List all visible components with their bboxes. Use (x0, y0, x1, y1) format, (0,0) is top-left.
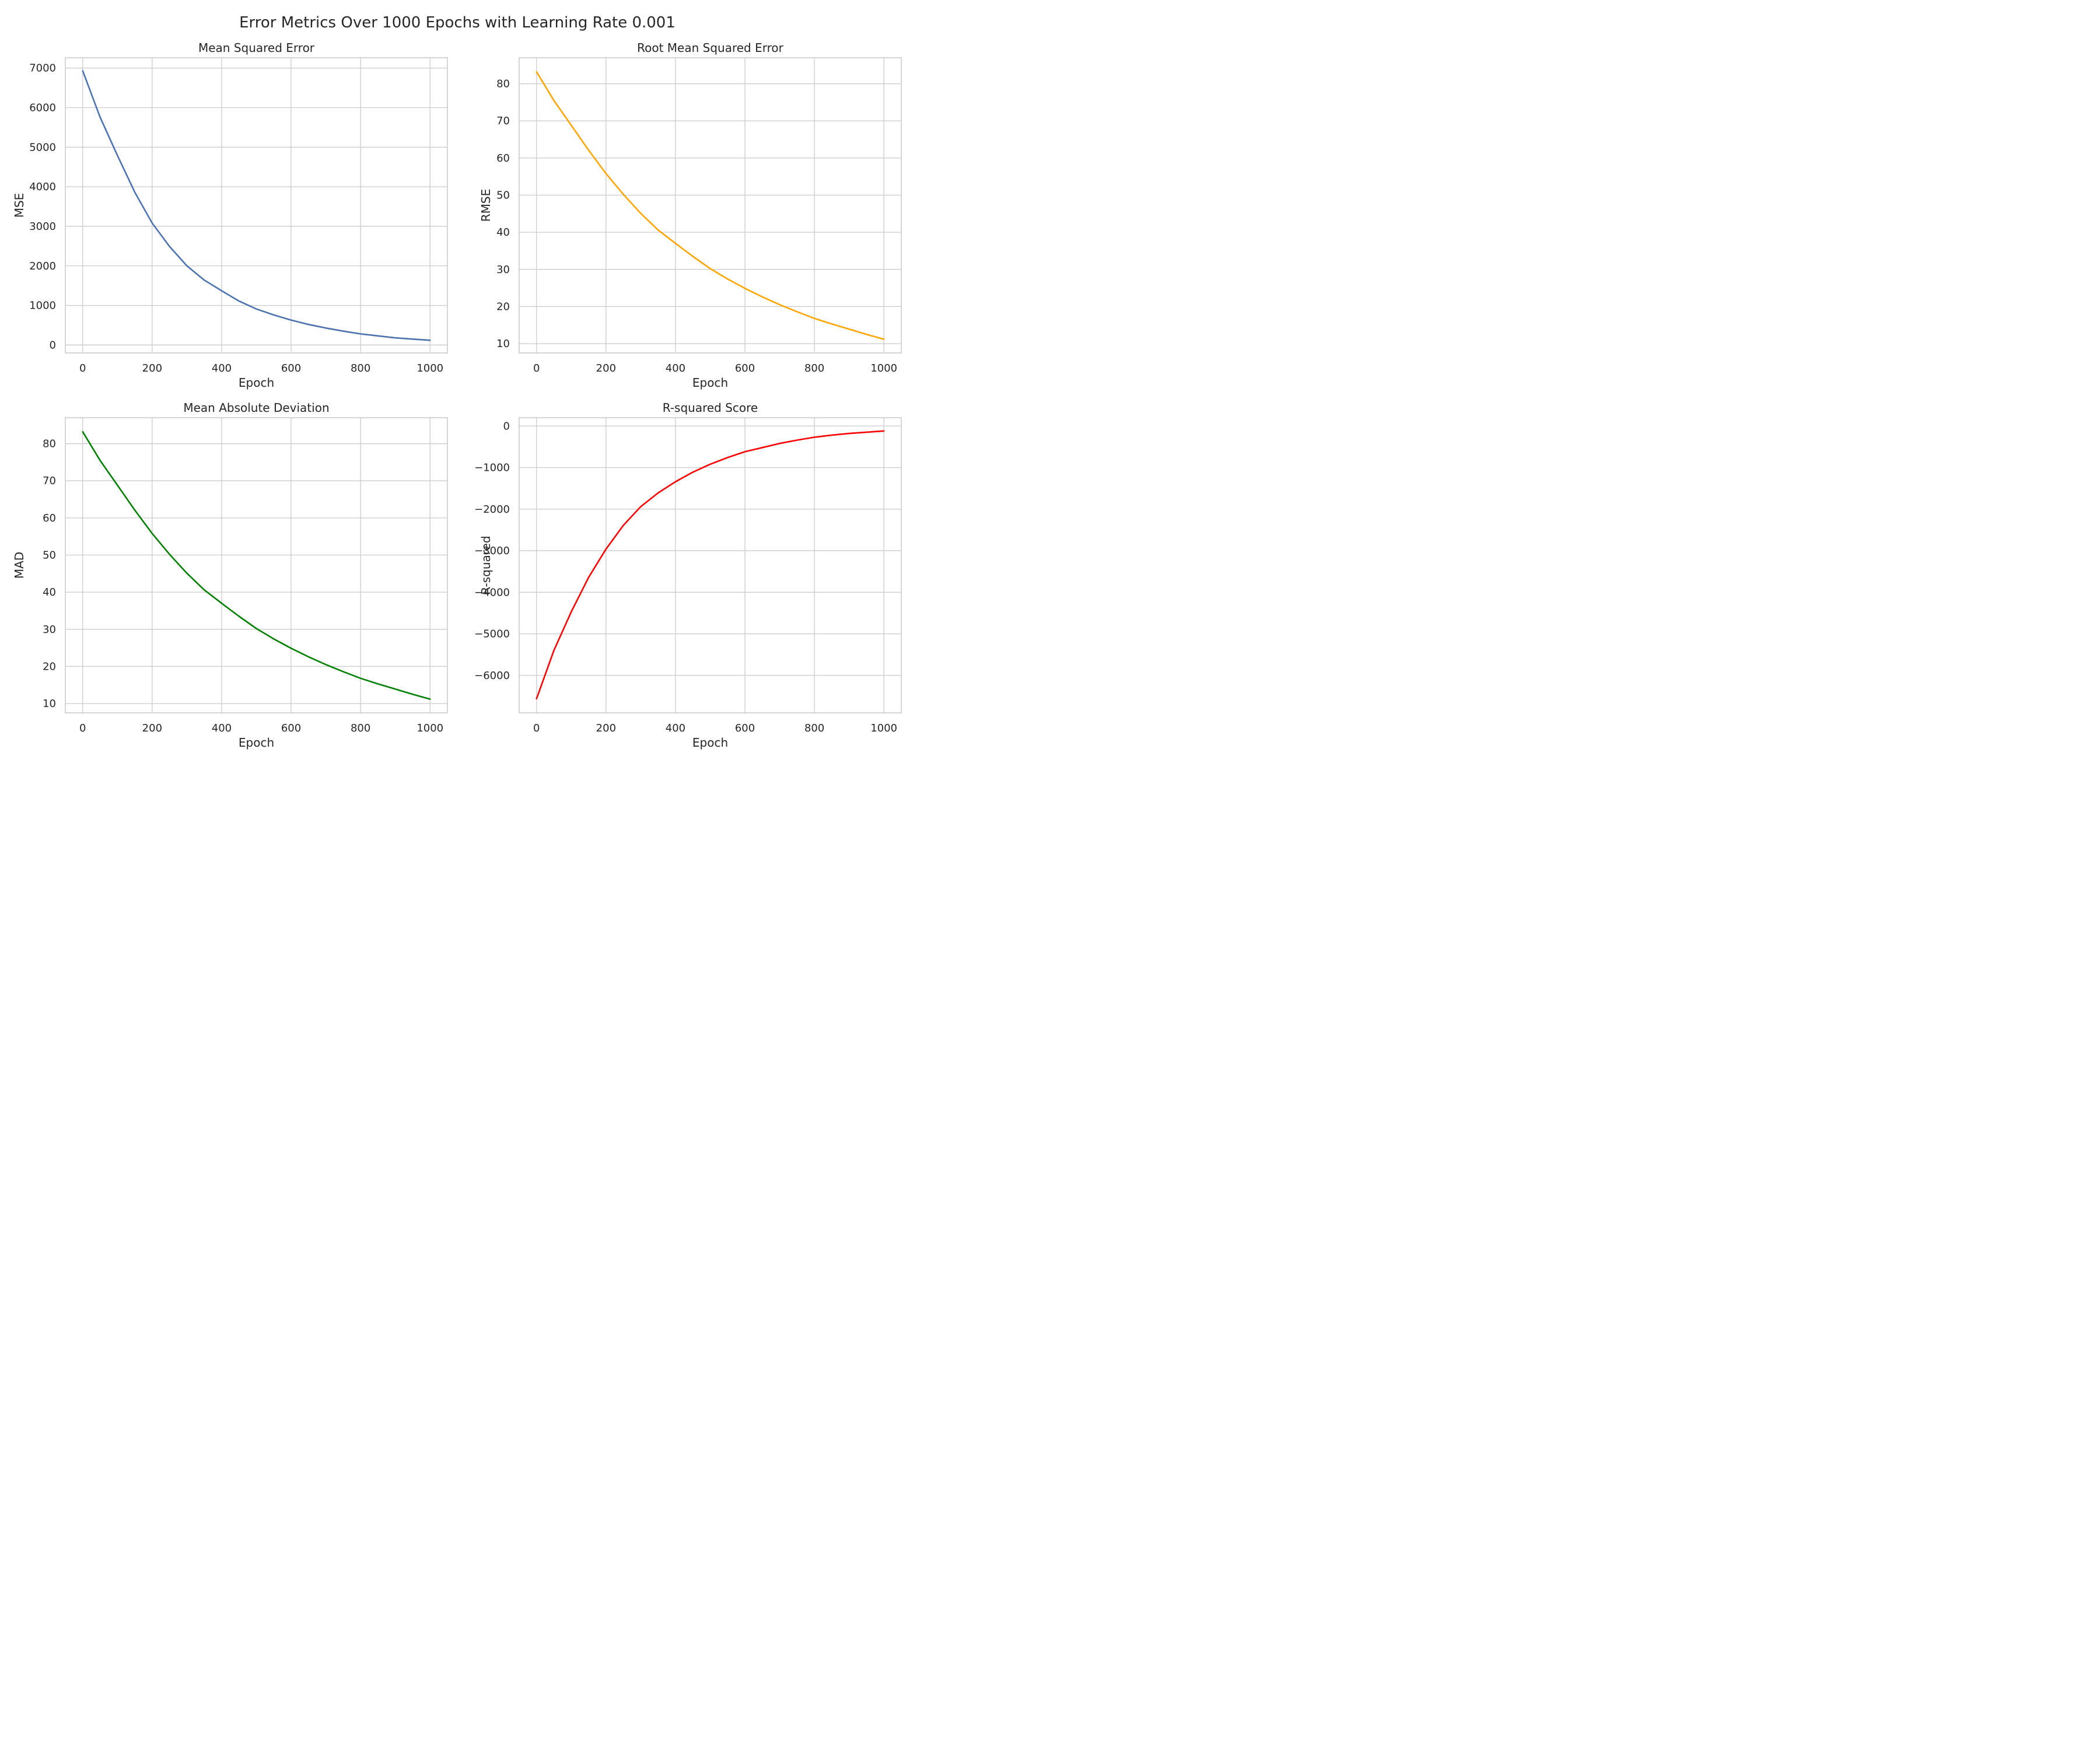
y-tick-label: 3000 (29, 220, 56, 233)
series-line (536, 71, 885, 340)
y-tick-label: 70 (496, 115, 510, 127)
y-tick-label: 70 (43, 475, 56, 487)
x-tick-label: 400 (666, 362, 685, 374)
y-tick-label: 30 (496, 264, 510, 276)
subplot-2: 0 200 400 600 800 1000 10 20 30 40 50 60 70 80 Root Me… (479, 41, 902, 390)
x-tick-label: 600 (735, 722, 755, 734)
x-axis-label: Epoch (692, 736, 728, 750)
y-tick-label: 40 (43, 586, 56, 598)
y-tick-label: −1000 (474, 462, 510, 474)
subplot-3: 0 200 400 600 800 1000 10 20 30 40 50 60 70 80 Mean Ab… (12, 401, 448, 750)
x-tick-label: 800 (804, 722, 824, 734)
y-tick-label: 4000 (29, 181, 56, 193)
x-tick-label: 1000 (870, 722, 897, 734)
figure-background (0, 0, 910, 758)
plot-area-frame (65, 417, 448, 713)
x-tick-label: 600 (735, 362, 755, 374)
x-axis-label: Epoch (692, 376, 728, 390)
y-axis-label: MSE (12, 193, 26, 218)
subplot-title: Mean Absolute Deviation (183, 401, 329, 415)
y-tick-label: 2000 (29, 260, 56, 272)
y-tick-label: 40 (496, 226, 510, 239)
y-tick-label: −3000 (474, 545, 510, 557)
x-tick-label: 800 (351, 722, 370, 734)
x-tick-label: 800 (351, 362, 370, 374)
y-tick-label: 50 (43, 549, 56, 561)
x-tick-label: 0 (533, 722, 540, 734)
y-tick-label: −4000 (474, 586, 510, 598)
y-tick-label: 10 (43, 698, 56, 710)
x-tick-label: 200 (142, 722, 162, 734)
x-tick-label: 200 (596, 722, 616, 734)
subplot-1: 0 200 400 600 800 1000 0 1000 2000 3000 4000 5000 60… (12, 41, 448, 390)
x-tick-label: 1000 (416, 722, 443, 734)
y-tick-label: 30 (43, 624, 56, 636)
x-tick-label: 0 (79, 722, 86, 734)
x-tick-label: 600 (281, 362, 301, 374)
y-tick-label: 50 (496, 189, 510, 201)
y-tick-label: −2000 (474, 503, 510, 516)
y-tick-label: 80 (43, 438, 56, 450)
y-tick-label: −6000 (474, 670, 510, 682)
y-tick-label: 0 (503, 420, 510, 432)
x-axis-label: Epoch (239, 376, 274, 390)
plot-area-frame (519, 417, 902, 713)
y-axis-label: RMSE (479, 189, 493, 222)
subplot-title: R-squared Score (663, 401, 758, 415)
y-tick-label: 20 (496, 300, 510, 313)
subplots: 0 200 400 600 800 100001000200030004000500060… (12, 41, 902, 750)
x-tick-label: 1000 (870, 362, 897, 374)
x-tick-label: 400 (666, 722, 685, 734)
plot-area-frame (519, 57, 902, 354)
figure: Error Metrics Over 1000 Epochs with Lear… (0, 0, 910, 758)
subplot-4: 0 200 400 600 800 1000 0 −1000 −2000 −3000 −4000 −5… (474, 401, 902, 750)
x-tick-label: 600 (281, 722, 301, 734)
y-tick-label: 20 (43, 660, 56, 673)
series-line (536, 430, 885, 700)
y-tick-label: 6000 (29, 102, 56, 114)
subplot-title: Mean Squared Error (198, 41, 315, 55)
y-tick-label: 0 (50, 339, 56, 351)
y-tick-label: 60 (43, 512, 56, 524)
x-tick-label: 400 (212, 362, 232, 374)
y-tick-label: 60 (496, 152, 510, 164)
y-tick-label: −5000 (474, 628, 510, 640)
plot-area-frame (65, 57, 448, 354)
y-tick-label: 1000 (29, 300, 56, 312)
y-tick-label: 7000 (29, 62, 56, 75)
subplot-title: Root Mean Squared Error (637, 41, 784, 55)
x-tick-label: 1000 (416, 362, 443, 374)
x-tick-label: 200 (596, 362, 616, 374)
x-tick-label: 800 (804, 362, 824, 374)
x-tick-label: 0 (79, 362, 86, 374)
series-line (82, 430, 431, 700)
y-axis-label: R-squared (479, 536, 493, 594)
series-line (82, 70, 431, 341)
x-tick-label: 0 (533, 362, 540, 374)
figure-title: Error Metrics Over 1000 Epochs with Lear… (239, 14, 676, 32)
x-axis-label: Epoch (239, 736, 274, 750)
y-tick-label: 5000 (29, 141, 56, 153)
y-tick-label: 10 (496, 338, 510, 350)
x-tick-label: 400 (212, 722, 232, 734)
x-tick-label: 200 (142, 362, 162, 374)
y-axis-label: MAD (12, 552, 26, 579)
y-tick-label: 80 (496, 78, 510, 90)
